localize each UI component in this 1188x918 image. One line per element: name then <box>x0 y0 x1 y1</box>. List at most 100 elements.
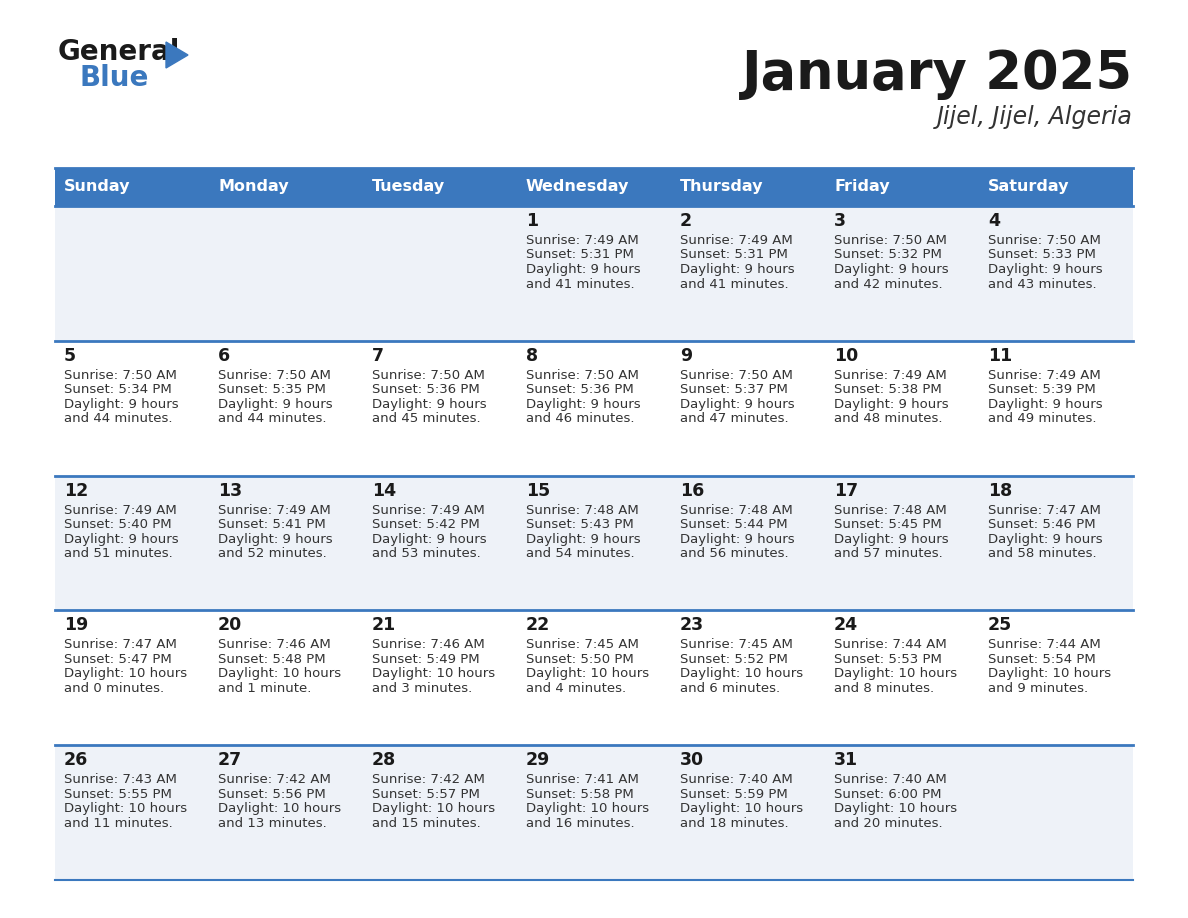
Text: 13: 13 <box>219 482 242 499</box>
Text: 25: 25 <box>988 616 1012 634</box>
Text: Sunrise: 7:49 AM: Sunrise: 7:49 AM <box>372 504 485 517</box>
Bar <box>671 168 824 206</box>
Text: Sunset: 5:31 PM: Sunset: 5:31 PM <box>680 249 788 262</box>
Text: Sunrise: 7:49 AM: Sunrise: 7:49 AM <box>526 234 639 247</box>
Bar <box>979 206 1133 341</box>
Text: 2: 2 <box>680 212 693 230</box>
Text: Thursday: Thursday <box>680 180 764 195</box>
Text: January 2025: January 2025 <box>742 48 1133 100</box>
Text: and 41 minutes.: and 41 minutes. <box>680 277 789 290</box>
Bar <box>979 610 1133 745</box>
Bar <box>209 341 364 476</box>
Text: and 6 minutes.: and 6 minutes. <box>680 682 781 695</box>
Text: Sunset: 5:49 PM: Sunset: 5:49 PM <box>372 653 480 666</box>
Text: Saturday: Saturday <box>988 180 1069 195</box>
Text: and 48 minutes.: and 48 minutes. <box>834 412 942 425</box>
Text: Sunset: 6:00 PM: Sunset: 6:00 PM <box>834 788 942 800</box>
Text: Daylight: 10 hours: Daylight: 10 hours <box>834 667 958 680</box>
Text: and 20 minutes.: and 20 minutes. <box>834 817 942 830</box>
Bar <box>979 745 1133 880</box>
Text: Sunday: Sunday <box>64 180 131 195</box>
Bar <box>55 476 209 610</box>
Text: 21: 21 <box>372 616 397 634</box>
Text: Daylight: 9 hours: Daylight: 9 hours <box>372 397 487 410</box>
Bar <box>55 206 209 341</box>
Text: and 56 minutes.: and 56 minutes. <box>680 547 789 560</box>
Bar <box>517 168 671 206</box>
Bar <box>364 168 517 206</box>
Bar <box>671 341 824 476</box>
Text: Sunset: 5:31 PM: Sunset: 5:31 PM <box>526 249 634 262</box>
Text: Daylight: 9 hours: Daylight: 9 hours <box>219 397 333 410</box>
Text: and 4 minutes.: and 4 minutes. <box>526 682 626 695</box>
Text: and 42 minutes.: and 42 minutes. <box>834 277 942 290</box>
Bar <box>209 745 364 880</box>
Text: Sunrise: 7:42 AM: Sunrise: 7:42 AM <box>219 773 331 786</box>
Bar <box>55 168 209 206</box>
Text: Daylight: 9 hours: Daylight: 9 hours <box>64 397 178 410</box>
Text: Sunset: 5:40 PM: Sunset: 5:40 PM <box>64 518 171 532</box>
Text: 29: 29 <box>526 751 550 769</box>
Text: Sunrise: 7:43 AM: Sunrise: 7:43 AM <box>64 773 177 786</box>
Text: 30: 30 <box>680 751 704 769</box>
Text: Sunrise: 7:50 AM: Sunrise: 7:50 AM <box>680 369 792 382</box>
Text: 28: 28 <box>372 751 397 769</box>
Text: and 15 minutes.: and 15 minutes. <box>372 817 481 830</box>
Text: Sunset: 5:32 PM: Sunset: 5:32 PM <box>834 249 942 262</box>
Text: Sunrise: 7:50 AM: Sunrise: 7:50 AM <box>526 369 639 382</box>
Text: Sunrise: 7:47 AM: Sunrise: 7:47 AM <box>988 504 1101 517</box>
Text: Sunset: 5:39 PM: Sunset: 5:39 PM <box>988 384 1095 397</box>
Text: and 54 minutes.: and 54 minutes. <box>526 547 634 560</box>
Text: and 13 minutes.: and 13 minutes. <box>219 817 327 830</box>
Text: 6: 6 <box>219 347 230 364</box>
Text: Sunset: 5:42 PM: Sunset: 5:42 PM <box>372 518 480 532</box>
Text: Daylight: 10 hours: Daylight: 10 hours <box>372 802 495 815</box>
Text: Blue: Blue <box>80 64 150 92</box>
Text: Sunrise: 7:48 AM: Sunrise: 7:48 AM <box>680 504 792 517</box>
Text: and 16 minutes.: and 16 minutes. <box>526 817 634 830</box>
Text: Daylight: 10 hours: Daylight: 10 hours <box>64 667 188 680</box>
Text: 3: 3 <box>834 212 846 230</box>
Text: and 43 minutes.: and 43 minutes. <box>988 277 1097 290</box>
Text: 4: 4 <box>988 212 1000 230</box>
Text: Sunset: 5:41 PM: Sunset: 5:41 PM <box>219 518 326 532</box>
Text: 1: 1 <box>526 212 538 230</box>
Text: 22: 22 <box>526 616 550 634</box>
Text: Sunset: 5:56 PM: Sunset: 5:56 PM <box>219 788 326 800</box>
Text: and 51 minutes.: and 51 minutes. <box>64 547 172 560</box>
Text: Daylight: 10 hours: Daylight: 10 hours <box>219 667 341 680</box>
Text: Daylight: 9 hours: Daylight: 9 hours <box>372 532 487 545</box>
Text: and 46 minutes.: and 46 minutes. <box>526 412 634 425</box>
Text: Sunset: 5:47 PM: Sunset: 5:47 PM <box>64 653 172 666</box>
Text: Sunrise: 7:45 AM: Sunrise: 7:45 AM <box>526 638 639 652</box>
Text: Sunset: 5:55 PM: Sunset: 5:55 PM <box>64 788 172 800</box>
Text: and 57 minutes.: and 57 minutes. <box>834 547 943 560</box>
Text: Daylight: 9 hours: Daylight: 9 hours <box>526 263 640 276</box>
Text: and 44 minutes.: and 44 minutes. <box>219 412 327 425</box>
Bar <box>364 610 517 745</box>
Text: 8: 8 <box>526 347 538 364</box>
Bar <box>671 206 824 341</box>
Bar <box>824 610 979 745</box>
Text: Sunrise: 7:50 AM: Sunrise: 7:50 AM <box>372 369 485 382</box>
Text: Sunset: 5:36 PM: Sunset: 5:36 PM <box>372 384 480 397</box>
Bar <box>979 341 1133 476</box>
Text: Sunrise: 7:50 AM: Sunrise: 7:50 AM <box>834 234 947 247</box>
Text: Sunset: 5:37 PM: Sunset: 5:37 PM <box>680 384 788 397</box>
Text: Daylight: 10 hours: Daylight: 10 hours <box>680 802 803 815</box>
Text: Daylight: 9 hours: Daylight: 9 hours <box>834 397 949 410</box>
Text: 18: 18 <box>988 482 1012 499</box>
Bar <box>824 206 979 341</box>
Text: Sunrise: 7:44 AM: Sunrise: 7:44 AM <box>988 638 1101 652</box>
Text: Monday: Monday <box>219 180 289 195</box>
Text: 17: 17 <box>834 482 858 499</box>
Text: and 8 minutes.: and 8 minutes. <box>834 682 934 695</box>
Text: 7: 7 <box>372 347 384 364</box>
Text: Daylight: 9 hours: Daylight: 9 hours <box>988 532 1102 545</box>
Text: Daylight: 9 hours: Daylight: 9 hours <box>219 532 333 545</box>
Text: Daylight: 10 hours: Daylight: 10 hours <box>988 667 1111 680</box>
Text: Friday: Friday <box>834 180 890 195</box>
Text: Sunrise: 7:42 AM: Sunrise: 7:42 AM <box>372 773 485 786</box>
Text: Daylight: 9 hours: Daylight: 9 hours <box>834 263 949 276</box>
Text: Sunrise: 7:45 AM: Sunrise: 7:45 AM <box>680 638 792 652</box>
